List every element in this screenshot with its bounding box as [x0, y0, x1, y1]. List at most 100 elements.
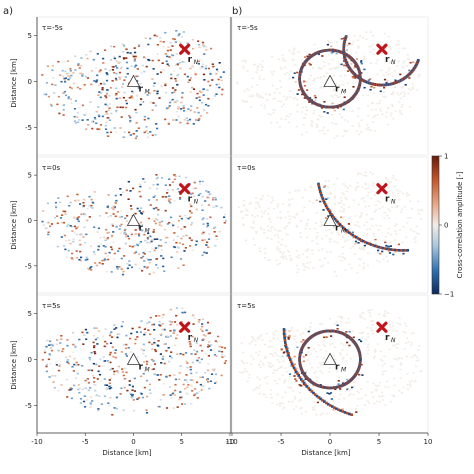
data-cell: [84, 213, 87, 216]
data-cell: [360, 215, 363, 217]
data-cell: [204, 335, 207, 337]
data-cell: [300, 412, 304, 415]
data-cell: [286, 370, 289, 373]
data-cell: [304, 227, 307, 230]
data-cell: [258, 206, 261, 208]
data-cell: [185, 234, 188, 237]
data-cell: [75, 257, 78, 259]
data-cell: [169, 323, 172, 326]
data-cell: [341, 192, 344, 194]
data-cell: [130, 208, 133, 210]
data-cell: [278, 378, 281, 380]
data-cell: [169, 335, 173, 337]
data-cell: [288, 203, 291, 206]
data-cell: [83, 400, 86, 403]
data-cell: [279, 251, 282, 253]
colorbar-label: Cross-correlation amplitude [-]: [456, 171, 464, 278]
data-cell: [264, 210, 267, 212]
data-cell: [387, 107, 390, 110]
data-cell: [360, 119, 363, 121]
data-cell: [120, 351, 123, 353]
data-cell: [155, 177, 158, 180]
data-cell: [189, 91, 192, 93]
data-cell: [312, 384, 315, 387]
data-cell: [411, 207, 414, 210]
data-cell: [138, 210, 141, 212]
data-cell: [263, 104, 266, 107]
wavefront-ring-point: [320, 194, 323, 197]
wavefront-ring-point: [282, 330, 286, 333]
data-cell: [296, 189, 299, 192]
data-cell: [201, 218, 204, 221]
data-cell: [366, 353, 369, 355]
data-cell: [165, 335, 169, 337]
data-cell: [81, 74, 84, 77]
data-cell: [327, 197, 330, 199]
data-cell: [364, 394, 367, 396]
data-cell: [332, 395, 335, 398]
data-cell: [104, 103, 107, 106]
data-cell: [355, 187, 358, 189]
data-cell: [183, 73, 186, 76]
data-cell: [77, 216, 80, 218]
data-cell: [111, 248, 114, 251]
data-cell: [373, 48, 376, 51]
data-cell: [296, 212, 299, 215]
data-cell: [333, 137, 336, 139]
data-cell: [98, 115, 101, 118]
data-cell: [171, 181, 174, 183]
wavefront-ring-point: [327, 209, 331, 213]
data-cell: [323, 133, 326, 135]
data-cell: [207, 67, 210, 70]
data-cell: [198, 180, 202, 183]
data-cell: [136, 207, 139, 210]
data-cell: [165, 350, 168, 352]
data-cell: [359, 258, 362, 260]
data-cell: [182, 235, 185, 237]
data-cell: [362, 262, 365, 265]
data-cell: [341, 408, 344, 410]
data-cell: [300, 111, 304, 113]
data-cell: [202, 231, 205, 234]
data-cell: [110, 271, 113, 273]
data-cell: [254, 388, 257, 390]
data-cell: [269, 221, 272, 223]
data-cell: [95, 122, 98, 125]
data-cell: [331, 114, 334, 116]
data-cell: [94, 352, 97, 355]
data-cell: [178, 190, 181, 193]
data-cell: [156, 267, 160, 269]
data-cell: [280, 86, 283, 88]
data-cell: [358, 133, 361, 136]
data-cell: [389, 199, 392, 201]
data-cell: [367, 205, 370, 207]
data-cell: [69, 201, 72, 204]
data-cell: [330, 232, 334, 234]
station-n-label: r: [188, 195, 193, 205]
data-cell: [94, 262, 97, 264]
data-cell: [46, 339, 49, 342]
data-cell: [157, 209, 160, 211]
data-cell: [398, 110, 401, 112]
data-cell: [160, 255, 163, 257]
data-cell: [244, 214, 247, 216]
data-cell: [383, 182, 386, 184]
data-cell: [203, 79, 206, 81]
data-cell: [360, 131, 363, 133]
data-cell: [252, 357, 255, 360]
data-cell: [273, 234, 276, 237]
data-cell: [338, 84, 341, 86]
data-cell: [364, 205, 367, 208]
data-cell: [192, 123, 195, 125]
data-cell: [363, 248, 366, 251]
data-cell: [93, 80, 96, 82]
data-cell: [255, 201, 258, 204]
data-cell: [328, 41, 331, 43]
data-cell: [298, 392, 302, 394]
data-cell: [276, 216, 279, 219]
data-cell: [207, 238, 211, 240]
data-cell: [126, 215, 129, 217]
data-cell: [168, 105, 171, 107]
